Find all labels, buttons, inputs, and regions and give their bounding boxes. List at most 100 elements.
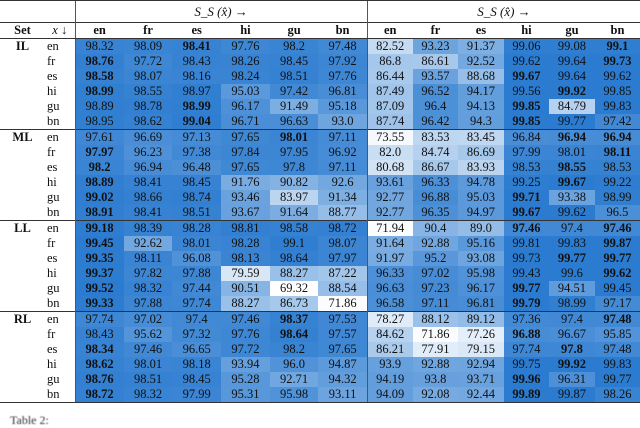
left-cell: 96.94 bbox=[123, 160, 173, 175]
left-cell: 98.16 bbox=[172, 69, 222, 84]
left-cell: 98.91 bbox=[74, 205, 124, 221]
left-cell: 98.58 bbox=[269, 220, 319, 236]
left-cell: 98.45 bbox=[172, 372, 222, 387]
right-cell: 99.85 bbox=[503, 114, 550, 130]
set-label bbox=[0, 69, 45, 84]
left-cell: 99.04 bbox=[172, 114, 222, 130]
right-cell: 99.62 bbox=[549, 205, 595, 221]
left-cell: 95.18 bbox=[318, 99, 368, 114]
left-cell: 98.32 bbox=[123, 387, 173, 403]
right-cell: 95.2 bbox=[412, 251, 459, 266]
right-cell: 83.93 bbox=[458, 160, 504, 175]
right-cell: 79.15 bbox=[458, 342, 504, 357]
left-cell: 98.99 bbox=[74, 84, 124, 99]
left-cell: 98.64 bbox=[269, 251, 319, 266]
left-cell: 97.53 bbox=[318, 311, 368, 327]
left-cell: 93.67 bbox=[221, 205, 270, 221]
right-cell: 96.94 bbox=[594, 129, 640, 145]
right-cell: 97.46 bbox=[503, 220, 550, 236]
right-cell: 89.0 bbox=[458, 220, 504, 236]
left-cell: 98.51 bbox=[269, 69, 319, 84]
left-cell: 98.07 bbox=[123, 69, 173, 84]
right-cell: 99.87 bbox=[594, 236, 640, 251]
left-cell: 98.32 bbox=[123, 281, 173, 296]
right-cell: 94.09 bbox=[366, 387, 413, 403]
set-label bbox=[0, 236, 45, 251]
right-cell: 71.86 bbox=[412, 327, 459, 342]
x-language-label: en bbox=[45, 311, 75, 327]
right-cell: 97.11 bbox=[412, 296, 459, 312]
right-cell: 93.08 bbox=[458, 251, 504, 266]
x-language-label: es bbox=[47, 160, 58, 174]
table-row: hi 99.37 97.82 97.88 79.59 88.27 87.22 96.33 97.… bbox=[0, 266, 640, 281]
left-cell: 97.65 bbox=[221, 129, 270, 145]
left-cell: 98.37 bbox=[269, 311, 319, 327]
x-language-label: en bbox=[45, 129, 75, 145]
right-cell: 98.99 bbox=[594, 190, 640, 205]
left-cell: 98.34 bbox=[74, 342, 124, 357]
left-cell: 96.0 bbox=[269, 357, 319, 372]
right-cell: 97.46 bbox=[594, 220, 640, 236]
left-cell: 97.48 bbox=[318, 38, 368, 54]
left-cell: 86.73 bbox=[269, 296, 319, 312]
right-cell: 99.87 bbox=[549, 387, 595, 403]
set-label bbox=[0, 266, 45, 281]
right-cell: 98.55 bbox=[549, 160, 595, 175]
right-cell: 73.55 bbox=[366, 129, 413, 145]
left-cell: 99.1 bbox=[269, 236, 319, 251]
left-cell: 97.65 bbox=[221, 160, 270, 175]
left-cell: 98.89 bbox=[74, 99, 124, 114]
right-column-header-en: en bbox=[366, 22, 413, 39]
right-cell: 96.31 bbox=[549, 372, 595, 387]
right-cell: 99.77 bbox=[503, 281, 550, 296]
left-cell: 97.88 bbox=[123, 296, 173, 312]
left-cell: 69.32 bbox=[269, 281, 319, 296]
right-cell: 93.61 bbox=[366, 175, 413, 190]
left-cell: 94.32 bbox=[318, 372, 368, 387]
right-cell: 97.48 bbox=[594, 342, 640, 357]
right-cell: 83.53 bbox=[412, 129, 459, 145]
set-label bbox=[0, 372, 45, 387]
left-cell: 98.43 bbox=[74, 327, 124, 342]
right-cell: 91.64 bbox=[366, 236, 413, 251]
right-cell: 93.9 bbox=[366, 357, 413, 372]
right-cell: 93.23 bbox=[412, 38, 459, 54]
table-row: hi 98.89 98.41 98.45 91.76 90.82 92.6 93.61 96.3… bbox=[0, 175, 640, 190]
left-cell: 93.94 bbox=[221, 357, 270, 372]
left-cell: 98.51 bbox=[172, 205, 222, 221]
left-cell: 98.28 bbox=[221, 236, 270, 251]
left-cell: 91.34 bbox=[318, 190, 368, 205]
right-cell: 96.33 bbox=[366, 266, 413, 281]
right-cell: 92.77 bbox=[366, 190, 413, 205]
right-cell: 92.88 bbox=[412, 357, 459, 372]
left-column-header-bn: bn bbox=[318, 22, 368, 39]
left-cell: 97.38 bbox=[172, 145, 222, 160]
right-cell: 99.83 bbox=[594, 99, 640, 114]
right-cell: 99.08 bbox=[549, 38, 595, 54]
right-cell: 96.4 bbox=[412, 99, 459, 114]
left-cell: 98.2 bbox=[269, 38, 319, 54]
right-cell: 87.49 bbox=[366, 84, 413, 99]
right-cell: 92.77 bbox=[366, 205, 413, 221]
right-cell: 92.94 bbox=[458, 357, 504, 372]
right-column-header-es: es bbox=[458, 22, 504, 39]
right-cell: 99.89 bbox=[503, 387, 550, 403]
left-cell: 88.77 bbox=[318, 205, 368, 221]
left-cell: 99.33 bbox=[74, 296, 124, 312]
right-cell: 99.83 bbox=[594, 357, 640, 372]
results-table: S_S (x̂) → S_S (x̂) → Set x ↓ en fr es hi gu… bbox=[0, 0, 640, 403]
left-cell: 96.48 bbox=[172, 160, 222, 175]
set-label bbox=[0, 387, 45, 403]
left-cell: 98.78 bbox=[123, 99, 173, 114]
right-cell: 96.35 bbox=[412, 205, 459, 221]
x-language-label: gu bbox=[47, 190, 60, 204]
right-group-header: S_S (x̂) → bbox=[366, 0, 640, 23]
right-cell: 97.4 bbox=[549, 220, 595, 236]
right-cell: 99.77 bbox=[594, 372, 640, 387]
right-cell: 99.81 bbox=[503, 236, 550, 251]
x-language-label: en bbox=[45, 38, 75, 54]
left-column-header-fr: fr bbox=[123, 22, 173, 39]
right-cell: 98.53 bbox=[594, 160, 640, 175]
set-label bbox=[0, 205, 45, 221]
table-row: bn 98.91 98.41 98.51 93.67 91.64 88.77 92.77 96.… bbox=[0, 205, 640, 221]
